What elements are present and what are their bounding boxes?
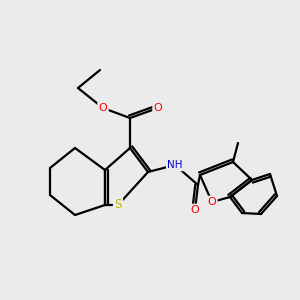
Text: O: O (99, 103, 107, 113)
Text: S: S (114, 199, 122, 212)
Text: NH: NH (167, 160, 183, 170)
Text: O: O (208, 197, 216, 207)
Text: O: O (190, 205, 200, 215)
Text: O: O (154, 103, 162, 113)
